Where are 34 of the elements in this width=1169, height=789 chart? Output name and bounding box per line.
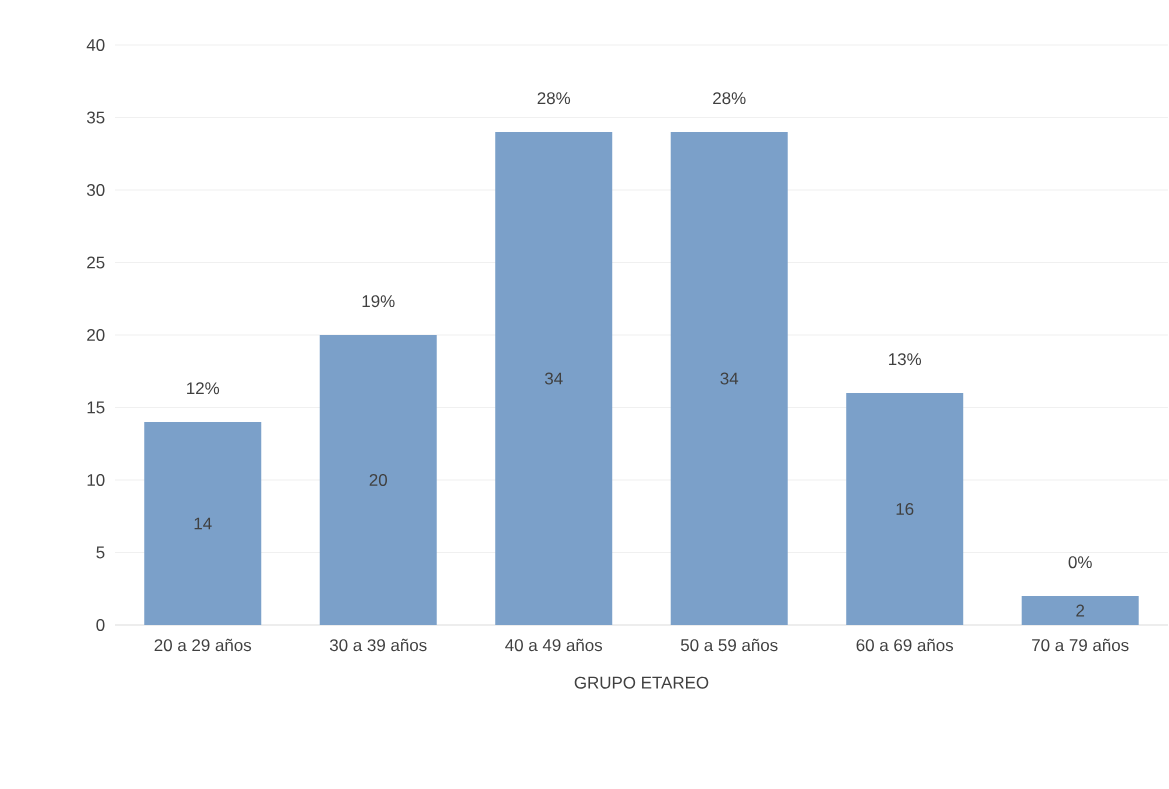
bar (495, 132, 613, 625)
annotation: 0% (1068, 556, 1092, 569)
x-tick-label: 60 a 69 años (856, 638, 954, 652)
x-axis-title: GRUPO ETAREO (574, 676, 709, 689)
annotation: 28% (537, 92, 571, 105)
data-label: 34 (544, 372, 563, 385)
bar (670, 132, 788, 625)
y-tick-label: 35 (86, 111, 105, 124)
data-label: 16 (896, 503, 914, 515)
data-label: 14 (194, 517, 212, 530)
y-tick-label: 40 (86, 39, 105, 51)
data-label: 20 (369, 474, 387, 486)
annotation: 19% (362, 295, 395, 308)
x-tick-label: 50 a 59 años (680, 638, 778, 652)
annotation: 28% (713, 92, 746, 105)
bar (144, 422, 262, 625)
data-label: 34 (720, 372, 739, 385)
y-tick-label: 30 (86, 184, 105, 196)
y-tick-label: 20 (87, 329, 105, 341)
y-tick-label: 25 (87, 256, 105, 269)
y-tick-label: 5 (96, 546, 105, 559)
x-tick-label: 30 a 39 años (329, 638, 427, 652)
bar (1021, 596, 1139, 625)
x-tick-label: 40 a 49 años (505, 638, 603, 652)
data-label: 2 (1076, 604, 1085, 617)
x-tick-label: 70 a 79 años (1032, 638, 1129, 652)
annotation: 13% (889, 353, 922, 366)
x-tick-label: 20 a 29 años (154, 638, 252, 652)
y-tick-label: 0 (96, 619, 105, 631)
y-tick-label: 15 (87, 401, 105, 414)
bar (846, 393, 964, 625)
y-tick-label: 10 (87, 474, 105, 486)
bar (319, 335, 437, 625)
annotation: 12% (187, 382, 220, 395)
